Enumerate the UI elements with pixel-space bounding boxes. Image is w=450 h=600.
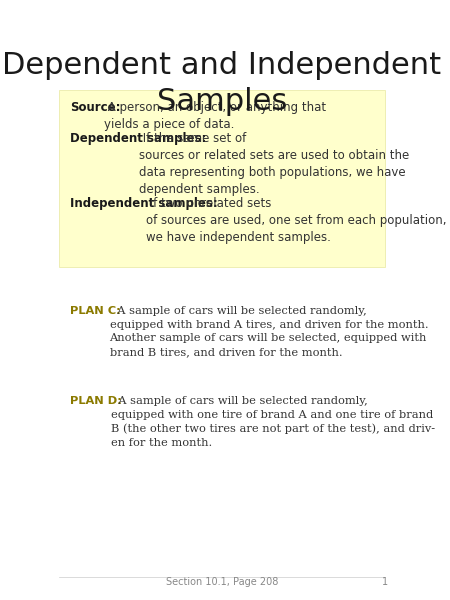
Text: Source:: Source: <box>70 101 121 114</box>
Text: If two unrelated sets
of sources are used, one set from each population,
we have: If two unrelated sets of sources are use… <box>146 197 446 244</box>
FancyBboxPatch shape <box>59 90 385 267</box>
Text: A person, an object, or anything that
yields a piece of data.: A person, an object, or anything that yi… <box>104 101 326 131</box>
Text: PLAN D:: PLAN D: <box>70 396 122 406</box>
Text: A sample of cars will be selected randomly,
equipped with brand A tires, and dri: A sample of cars will be selected random… <box>109 306 428 357</box>
Text: Dependent and Independent
Samples: Dependent and Independent Samples <box>2 51 441 116</box>
Text: Section 10.1, Page 208: Section 10.1, Page 208 <box>166 577 278 587</box>
Text: Dependent samples:: Dependent samples: <box>70 132 206 145</box>
Text: If the same set of
sources or related sets are used to obtain the
data represent: If the same set of sources or related se… <box>139 132 410 196</box>
Text: 1: 1 <box>382 577 388 587</box>
Text: PLAN C:: PLAN C: <box>70 306 121 316</box>
Text: A sample of cars will be selected randomly,
equipped with one tire of brand A an: A sample of cars will be selected random… <box>111 396 436 448</box>
Text: Independent samples:: Independent samples: <box>70 197 218 210</box>
